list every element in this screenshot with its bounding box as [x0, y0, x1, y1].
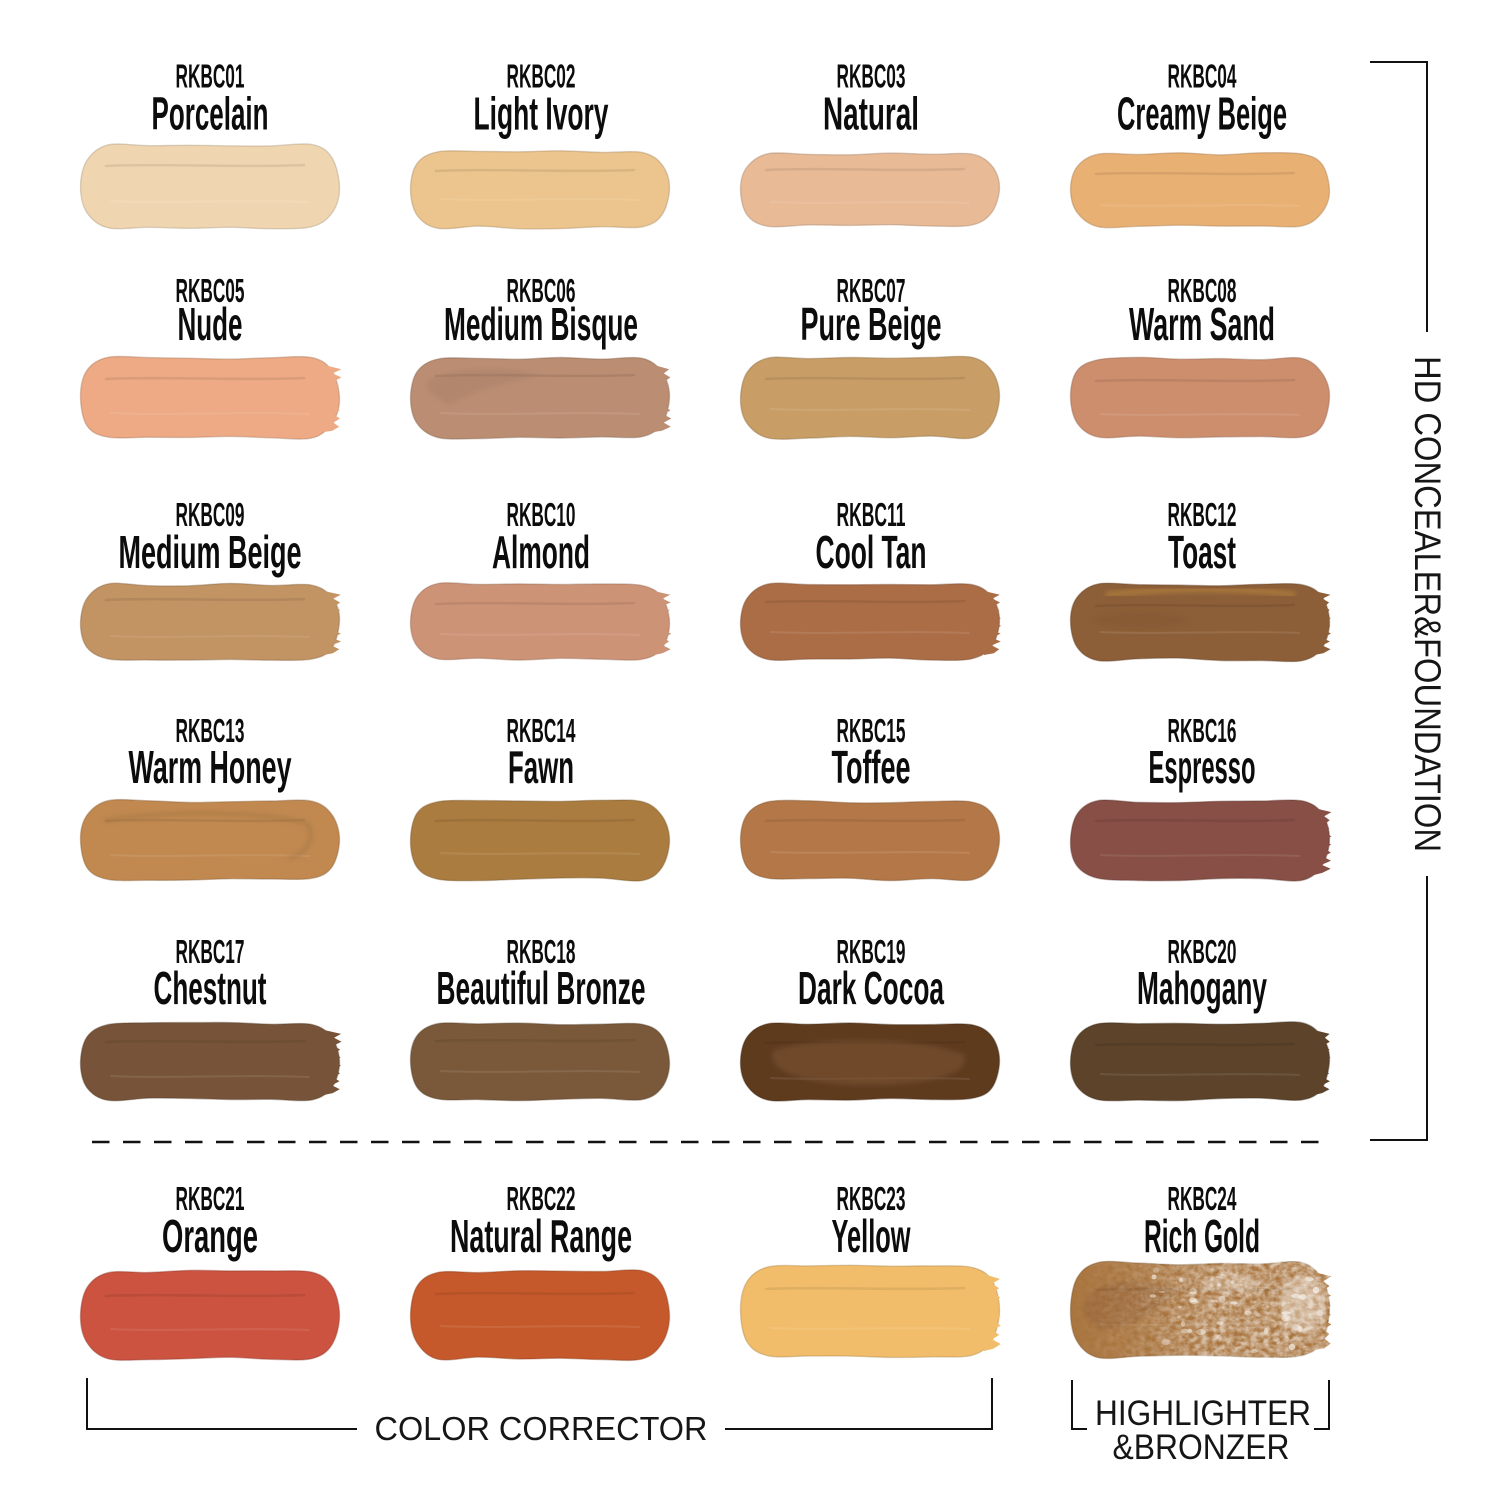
svg-text:RKBC20: RKBC20	[1168, 933, 1237, 970]
svg-text:Cool Tan: Cool Tan	[816, 526, 927, 578]
svg-text:RKBC09: RKBC09	[176, 496, 245, 533]
svg-text:Toffee: Toffee	[832, 741, 911, 793]
svg-text:Nude: Nude	[178, 298, 243, 350]
svg-text:RKBC16: RKBC16	[1168, 712, 1237, 749]
svg-text:Almond: Almond	[492, 526, 590, 578]
svg-text:RKBC10: RKBC10	[507, 496, 576, 533]
svg-text:RKBC03: RKBC03	[837, 58, 906, 95]
svg-text:RKBC17: RKBC17	[176, 933, 245, 970]
svg-text:Yellow: Yellow	[832, 1210, 911, 1262]
svg-text:RKBC11: RKBC11	[837, 496, 906, 533]
svg-text:RKBC24: RKBC24	[1168, 1180, 1237, 1217]
svg-text:RKBC08: RKBC08	[1168, 272, 1237, 309]
svg-text:RKBC05: RKBC05	[176, 272, 245, 309]
svg-text:Espresso: Espresso	[1149, 741, 1256, 793]
svg-text:RKBC18: RKBC18	[507, 933, 576, 970]
svg-text:Medium Bisque: Medium Bisque	[444, 298, 638, 350]
svg-text:Dark Cocoa: Dark Cocoa	[798, 962, 944, 1014]
svg-text:&BRONZER: &BRONZER	[1113, 1428, 1290, 1467]
svg-text:HIGHLIGHTER: HIGHLIGHTER	[1095, 1394, 1311, 1433]
svg-text:RKBC14: RKBC14	[507, 712, 576, 749]
svg-text:RKBC06: RKBC06	[507, 272, 576, 309]
svg-text:Creamy Beige: Creamy Beige	[1117, 88, 1287, 140]
svg-text:Mahogany: Mahogany	[1137, 962, 1267, 1014]
svg-text:Warm Sand: Warm Sand	[1129, 298, 1275, 350]
svg-text:Orange: Orange	[162, 1210, 258, 1262]
svg-text:RKBC07: RKBC07	[837, 272, 906, 309]
svg-text:Natural: Natural	[823, 88, 919, 140]
svg-text:RKBC21: RKBC21	[176, 1180, 245, 1217]
svg-text:HD CONCEALER&FOUNDATION: HD CONCEALER&FOUNDATION	[1407, 356, 1448, 852]
svg-text:Natural Range: Natural Range	[450, 1210, 632, 1262]
svg-text:RKBC23: RKBC23	[837, 1180, 906, 1217]
svg-text:RKBC02: RKBC02	[507, 58, 576, 95]
svg-text:Toast: Toast	[1168, 526, 1236, 578]
svg-text:RKBC19: RKBC19	[837, 933, 906, 970]
svg-text:Fawn: Fawn	[508, 741, 574, 793]
svg-text:Chestnut: Chestnut	[154, 962, 267, 1014]
svg-text:RKBC22: RKBC22	[507, 1180, 576, 1217]
svg-text:Pure Beige: Pure Beige	[801, 298, 942, 350]
svg-text:COLOR CORRECTOR: COLOR CORRECTOR	[375, 1410, 708, 1447]
svg-text:Beautiful Bronze: Beautiful Bronze	[437, 962, 646, 1014]
svg-text:RKBC12: RKBC12	[1168, 496, 1237, 533]
svg-text:RKBC15: RKBC15	[837, 712, 906, 749]
svg-text:RKBC13: RKBC13	[176, 712, 245, 749]
svg-text:RKBC04: RKBC04	[1168, 58, 1237, 95]
svg-text:Porcelain: Porcelain	[152, 88, 269, 140]
svg-text:Light Ivory: Light Ivory	[474, 88, 609, 140]
svg-text:Medium Beige: Medium Beige	[119, 526, 302, 578]
svg-text:Rich Gold: Rich Gold	[1144, 1210, 1260, 1262]
svg-text:Warm Honey: Warm Honey	[129, 741, 292, 793]
svg-text:RKBC01: RKBC01	[176, 58, 245, 95]
